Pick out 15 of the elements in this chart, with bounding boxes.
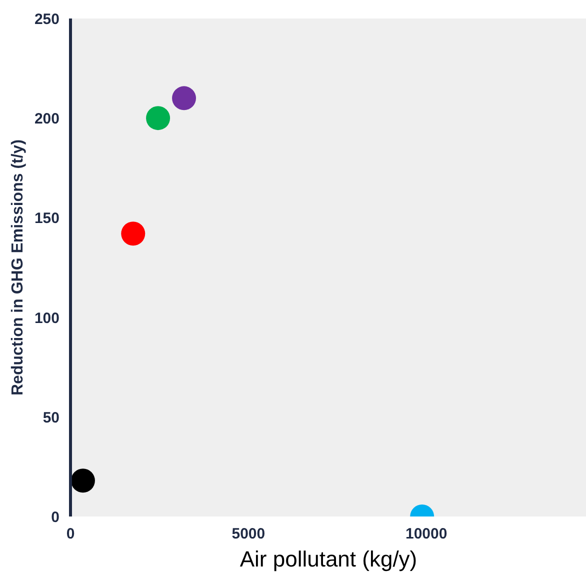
x-tick-label: 0 bbox=[66, 526, 75, 542]
x-tick-label: 5000 bbox=[232, 526, 266, 542]
y-tick-label: 200 bbox=[34, 110, 60, 128]
y-axis-title: Reduction in GHG Emissions (t/y) bbox=[9, 139, 26, 396]
point bbox=[121, 222, 146, 246]
y-tick-label: 250 bbox=[34, 11, 60, 28]
y-tick-label: 0 bbox=[51, 509, 60, 526]
x-tick-label: 10000 bbox=[406, 526, 448, 542]
point bbox=[172, 86, 196, 110]
point bbox=[70, 468, 95, 493]
y-tick-label: 50 bbox=[42, 409, 60, 426]
x-axis-title: Air pollutant (kg/y) bbox=[240, 546, 418, 572]
y-tick-label: 100 bbox=[34, 310, 60, 327]
point bbox=[146, 106, 170, 130]
y-tick-label: 150 bbox=[34, 210, 60, 228]
